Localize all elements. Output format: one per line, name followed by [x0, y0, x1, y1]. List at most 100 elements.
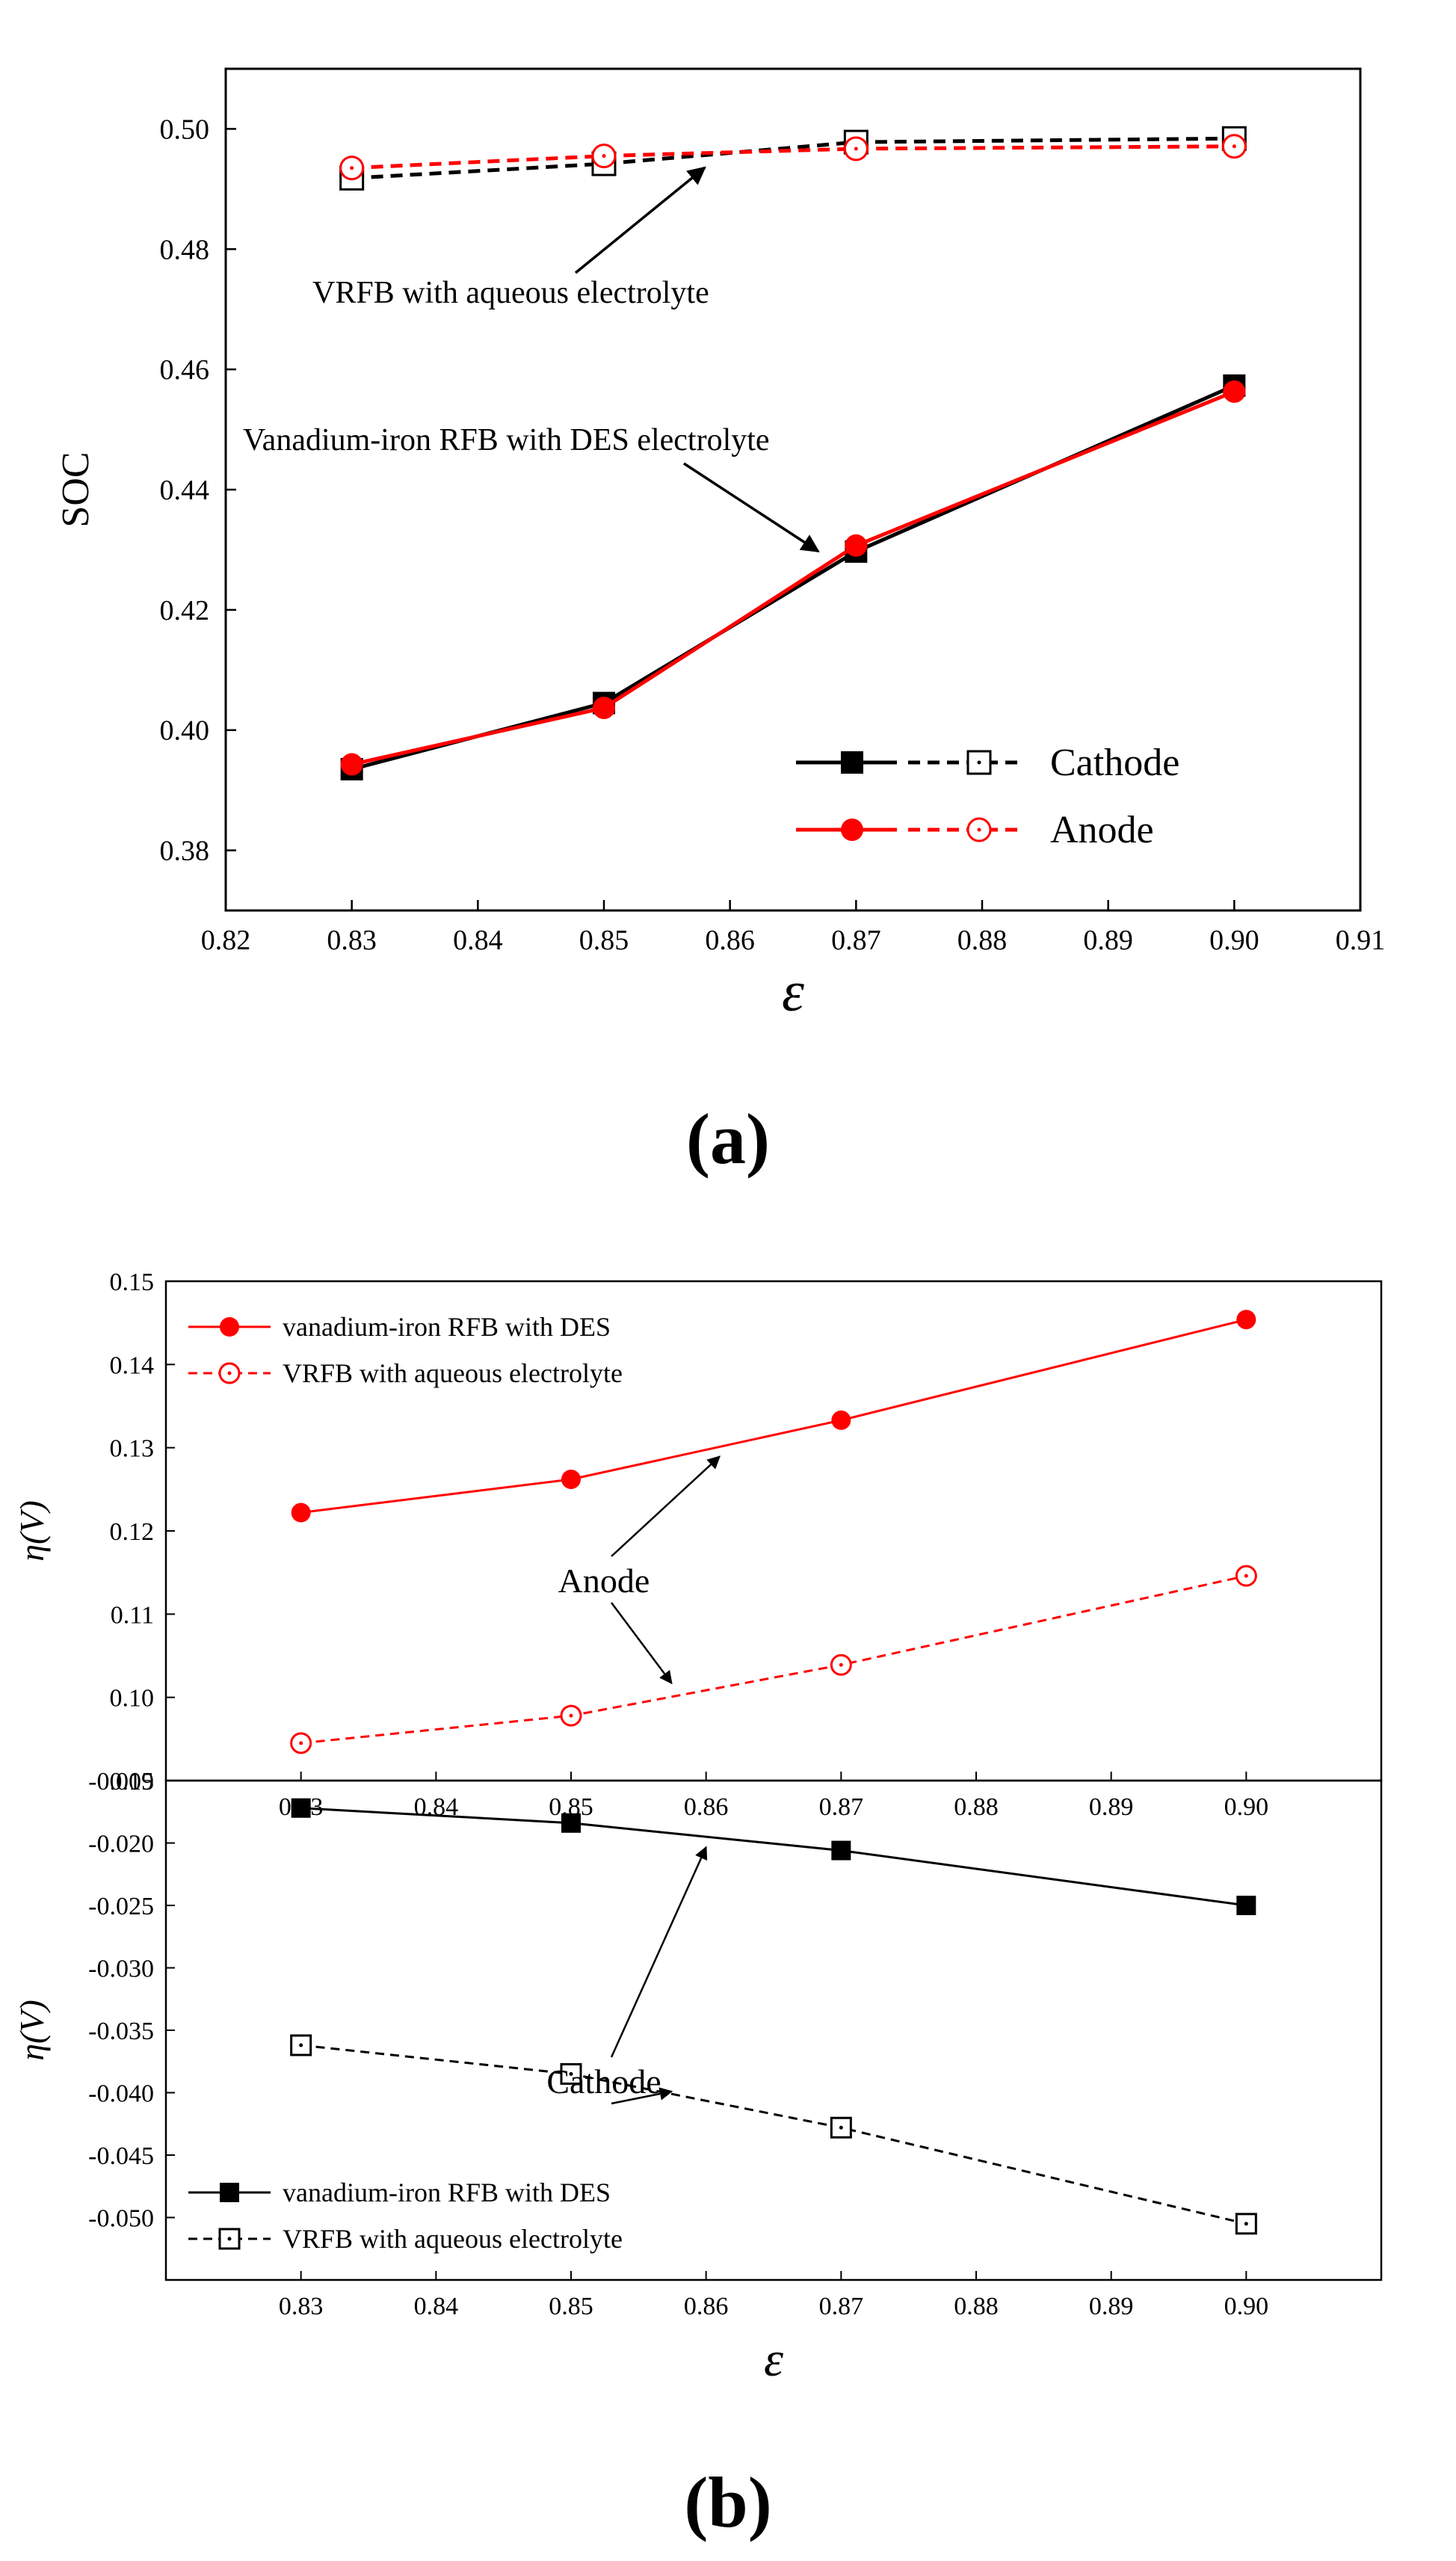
series-line-0 [300, 1807, 1247, 1907]
y-tick-label-anode-4: 0.13 [110, 1435, 155, 1463]
data-point-s1-1-dot [569, 1713, 573, 1718]
x-tick-label-a-1: 0.83 [327, 925, 377, 956]
x-tick-label-anode-3: 0.86 [684, 1793, 729, 1821]
data-point-s0-3 [1236, 1310, 1256, 1330]
plot-frame-a [224, 67, 1362, 912]
y-tick-label-cathode-5: -0.040 [88, 2080, 154, 2108]
annotation-arrow-a-aqueous [574, 166, 706, 274]
data-point-s1-2-dot [839, 2125, 843, 2130]
data-point-s0-1 [561, 1813, 581, 1833]
data-point-s3-3-dot [1232, 144, 1236, 149]
x-tick-label-anode-5: 0.88 [954, 1793, 999, 1821]
x-tick-label-cathode-7: 0.90 [1224, 2293, 1269, 2320]
x-tick-label-cathode-5: 0.88 [954, 2293, 999, 2320]
y-tick-label-anode-6: 0.15 [110, 1269, 155, 1296]
legend-label-anode-0: vanadium-iron RFB with DES [283, 1312, 611, 1342]
y-tick-label-anode-5: 0.14 [110, 1352, 155, 1379]
y-tick-label-anode-3: 0.12 [110, 1518, 155, 1546]
data-point-s3-1-dot [602, 154, 606, 158]
x-axis-title-b: ε [764, 2332, 783, 2387]
legend-label-cathode-0: vanadium-iron RFB with DES [283, 2178, 611, 2207]
annotation-arrow-cathode-top [610, 1846, 708, 2058]
legend-marker-cathode-1-dot [227, 2237, 232, 2241]
x-tick-label-a-5: 0.87 [831, 925, 881, 956]
data-point-s1-2-dot [839, 1662, 843, 1667]
data-point-s3-0-dot [350, 166, 354, 170]
annotation-arrow-anode-bottom [610, 1602, 673, 1685]
data-point-s1-3 [1223, 380, 1246, 403]
y-tick-label-cathode-6: -0.045 [88, 2142, 154, 2170]
y-tick-label-anode-0: 0.09 [110, 1768, 155, 1796]
y-tick-label-cathode-1: -0.020 [88, 1831, 154, 1858]
data-point-s1-3-dot [1244, 1574, 1248, 1578]
y-tick-label-a-1: 0.40 [160, 715, 210, 747]
x-tick-label-a-2: 0.84 [453, 925, 503, 956]
x-tick-label-cathode-0: 0.83 [279, 2293, 324, 2320]
y-tick-label-a-3: 0.44 [160, 475, 210, 506]
x-tick-label-cathode-4: 0.87 [819, 2293, 864, 2320]
data-point-s1-0-dot [299, 2043, 303, 2047]
x-tick-label-a-6: 0.88 [957, 925, 1008, 956]
series-line-2 [351, 136, 1235, 180]
data-point-s3-2-dot [854, 147, 858, 151]
legend-label-a-0: Cathode [1050, 742, 1179, 784]
legend-cathode: vanadium-iron RFB with DES VRFB with aque… [188, 2178, 623, 2254]
series-line-1 [351, 389, 1236, 766]
legend-anode: vanadium-iron RFB with DES VRFB with aque… [188, 1312, 623, 1388]
x-tick-label-a-7: 0.89 [1083, 925, 1133, 956]
x-tick-label-cathode-2: 0.85 [549, 2293, 593, 2320]
annotation-a-des: Vanadium-iron RFB with DES electrolyte [243, 423, 770, 457]
y-tick-label-cathode-4: -0.035 [88, 2018, 154, 2045]
panel-label-a: (a) [686, 1099, 770, 1179]
x-tick-label-cathode-6: 0.89 [1089, 2293, 1134, 2320]
annotation-anode: Anode [558, 1562, 650, 1600]
panel-label-b: (b) [684, 2462, 771, 2542]
legend-filled-marker-a-1 [841, 819, 863, 841]
data-point-s0-0 [291, 1798, 311, 1818]
annotation-arrow-anode-top [611, 1455, 721, 1557]
y-tick-label-cathode-7: -0.050 [88, 2205, 154, 2233]
subplot-anode: 0.830.840.850.860.870.880.890.900.090.10… [13, 1269, 1383, 1821]
subplot-cathode: 0.83 0.84 0.85 0.86 0.87 0.88 0.89 0.90 -0.015 -0… [13, 1768, 1383, 2320]
y-axis-title-a: SOC [55, 452, 97, 527]
legend-label-cathode-1: VRFB with aqueous electrolyte [283, 2224, 623, 2254]
chart-b: 0.83 0.84 0.85 0.86 0.87 0.88 0.89 0.90 0.09 0.10… [13, 1269, 1383, 2542]
legend-open-marker-a-1-dot [977, 828, 981, 832]
y-tick-label-a-0: 0.38 [160, 836, 210, 867]
y-axis-title-cathode: η(V) [13, 2000, 51, 2061]
x-tick-label-a-0: 0.82 [201, 925, 251, 956]
data-point-s0-2 [831, 1840, 851, 1861]
data-point-s1-2 [845, 534, 868, 557]
y-tick-label-anode-2: 0.11 [111, 1601, 154, 1629]
series-line-3 [351, 144, 1235, 170]
x-tick-label-a-8: 0.90 [1209, 925, 1259, 956]
data-point-s0-2 [831, 1410, 851, 1430]
x-tick-label-a-3: 0.85 [579, 925, 629, 956]
annotation-a-aqueous: VRFB with aqueous electrolyte [312, 276, 709, 310]
y-tick-label-a-4: 0.46 [160, 354, 210, 386]
plot-frame-anode [164, 1280, 1383, 1782]
x-tick-label-a-9: 0.91 [1336, 925, 1386, 956]
y-tick-label-a-6: 0.50 [160, 114, 210, 145]
data-point-s1-1 [593, 696, 615, 719]
legend-label-anode-1: VRFB with aqueous electrolyte [283, 1358, 623, 1388]
y-tick-label-cathode-2: -0.025 [88, 1893, 154, 1920]
x-tick-label-a-4: 0.86 [705, 925, 755, 956]
data-point-s1-2 [830, 2116, 852, 2139]
data-point-s1-0 [340, 753, 363, 776]
y-tick-label-cathode-3: -0.030 [88, 1956, 154, 1983]
chart-a: 0.82 0.83 0.84 0.85 0.86 0.87 0.88 0.89 0.90 0.91… [55, 67, 1386, 1179]
x-tick-label-anode-7: 0.90 [1224, 1793, 1269, 1821]
legend-label-a-1: Anode [1050, 809, 1154, 851]
data-point-s0-1 [561, 1469, 581, 1489]
annotation-arrow-a-des [683, 462, 820, 552]
data-point-s0-3 [1236, 1896, 1256, 1915]
series-line-1 [300, 1574, 1247, 1745]
data-point-s1-0-dot [299, 1741, 303, 1745]
y-tick-label-anode-1: 0.10 [110, 1685, 155, 1713]
data-point-s1-3-dot [1244, 2222, 1248, 2226]
x-tick-label-anode-6: 0.89 [1089, 1793, 1134, 1821]
data-point-s1-1-dot [569, 2071, 573, 2076]
y-tick-label-a-2: 0.42 [160, 595, 210, 626]
legend-filled-marker-a-0 [841, 751, 863, 774]
